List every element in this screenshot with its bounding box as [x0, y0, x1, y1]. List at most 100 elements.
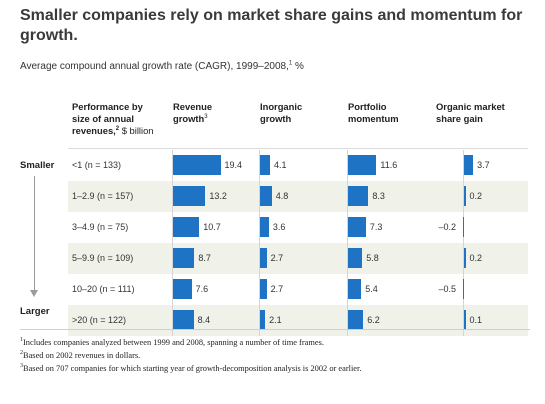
axis-line-revenue: [172, 150, 173, 336]
bar-portfolio-5: [348, 279, 362, 299]
value-label: 5.8: [366, 253, 379, 263]
size-arrow-line: [34, 176, 35, 294]
header-category: Performance by size of annual revenues,2…: [72, 101, 154, 137]
header-inorganic-line2: growth: [260, 113, 292, 124]
header-organic-line1: Organic market: [436, 101, 505, 112]
header-portfolio-momentum: Portfolio momentum: [348, 101, 399, 125]
value-label: 5.4: [365, 284, 378, 294]
footnote-1-text: Includes companies analyzed between 1999…: [23, 338, 324, 347]
subtitle-unit: %: [292, 61, 304, 72]
header-inorganic-line1: Inorganic: [260, 101, 303, 112]
header-category-line1: Performance by: [72, 101, 143, 112]
bar-portfolio-3: [348, 217, 366, 237]
chart-subtitle: Average compound annual growth rate (CAG…: [20, 60, 320, 73]
axis-line-organic: [463, 150, 464, 336]
header-revenue-growth-word: growth: [173, 113, 205, 124]
chart-title: Smaller companies rely on market share g…: [20, 7, 523, 44]
axis-line-inorganic: [259, 150, 260, 336]
side-label-smaller: Smaller: [20, 160, 55, 171]
footnote-3-marker: 3: [20, 363, 23, 370]
bar-portfolio-2: [348, 186, 369, 206]
value-label: 2.7: [270, 284, 284, 294]
category-label: >20 (n = 122): [72, 315, 127, 325]
value-label: 7.3: [369, 222, 383, 232]
footnote-2-text: Based on 2002 revenues in dollars.: [23, 351, 141, 360]
axis-line-portfolio: [347, 150, 348, 336]
side-label-larger: Larger: [20, 306, 50, 317]
value-label: 7.6: [195, 284, 209, 294]
bar-portfolio-4: [348, 248, 363, 268]
value-label: 10.7: [203, 222, 221, 232]
bar-inorganic-6: [260, 310, 266, 330]
row-stripe-6: [68, 305, 528, 336]
bar-organic-3: [462, 217, 464, 237]
footnote-1: 1Includes companies analyzed between 199…: [20, 337, 324, 347]
value-label: 8.7: [198, 253, 211, 263]
bar-organic-5: [462, 279, 464, 299]
row-stripe-2: [68, 181, 528, 212]
header-organic-share: Organic market share gain: [436, 101, 505, 125]
value-label: 0.2: [469, 253, 483, 263]
bar-revenue-3: [173, 217, 200, 237]
bar-inorganic-5: [260, 279, 267, 299]
bar-organic-2: [464, 186, 466, 206]
value-label: –0.5: [438, 284, 457, 294]
header-rule: [68, 148, 528, 149]
bar-revenue-5: [173, 279, 192, 299]
header-category-unit: $ billion: [119, 125, 154, 136]
subtitle-text: Average compound annual growth rate (CAG…: [20, 61, 289, 72]
header-revenue-growth: Revenue growth3: [173, 101, 212, 125]
value-label: 2.7: [270, 253, 284, 263]
bar-inorganic-2: [260, 186, 272, 206]
header-portfolio-line2: momentum: [348, 113, 399, 124]
value-label: 6.2: [367, 315, 380, 325]
value-label: 4.1: [274, 160, 287, 170]
category-label: <1 (n = 133): [72, 160, 122, 170]
bar-revenue-1: [173, 155, 221, 175]
header-category-line3: revenues,2 $ billion: [72, 125, 154, 137]
header-category-line2: size of annual: [72, 113, 134, 124]
bar-organic-6: [464, 310, 466, 330]
subtitle-footnote-marker: 1: [288, 60, 293, 67]
footnote-1-marker: 1: [20, 337, 23, 344]
bar-organic-1: [464, 155, 474, 175]
value-label: 8.3: [372, 191, 385, 201]
header-portfolio-line1: Portfolio: [348, 101, 387, 112]
category-label: 10–20 (n = 111): [72, 284, 135, 294]
category-label: 3–4.9 (n = 75): [72, 222, 129, 232]
header-revenue-line1: Revenue: [173, 101, 213, 112]
value-label: 19.4: [224, 160, 243, 170]
value-label: 3.7: [477, 160, 490, 170]
bar-portfolio-6: [348, 310, 364, 330]
footnote-divider: [20, 329, 530, 330]
value-label: 4.8: [275, 191, 289, 201]
value-label: 2.1: [269, 315, 282, 325]
bar-inorganic-1: [260, 155, 271, 175]
size-arrow-head-icon: [30, 290, 38, 297]
value-label: –0.2: [438, 222, 457, 232]
value-label: 13.2: [209, 191, 227, 201]
footnote-3: 3Based on 707 companies for which starti…: [20, 363, 362, 373]
value-label: 3.6: [272, 222, 286, 232]
value-label: 0.1: [469, 315, 483, 325]
header-organic-line2: share gain: [436, 113, 483, 124]
bar-portfolio-1: [348, 155, 377, 175]
header-revenue-line2: growth3: [173, 113, 212, 125]
category-label: 1–2.9 (n = 157): [72, 191, 134, 201]
footnote-2: 2Based on 2002 revenues in dollars.: [20, 350, 141, 360]
row-stripe-4: [68, 243, 528, 274]
value-label: 8.4: [197, 315, 211, 325]
header-revenue-footnote-marker: 3: [204, 113, 208, 120]
bar-inorganic-3: [260, 217, 269, 237]
footnote-2-marker: 2: [20, 350, 23, 357]
bar-inorganic-4: [260, 248, 267, 268]
value-label: 11.6: [380, 160, 398, 170]
header-category-revenues: revenues,: [72, 125, 116, 136]
header-inorganic-growth: Inorganic growth: [260, 101, 302, 125]
header-category-footnote-marker: 2: [115, 125, 120, 132]
footnote-3-text: Based on 707 companies for which startin…: [23, 364, 362, 373]
bar-revenue-6: [173, 310, 194, 330]
bar-organic-4: [464, 248, 466, 268]
bar-revenue-2: [173, 186, 206, 206]
value-label: 0.2: [469, 191, 483, 201]
